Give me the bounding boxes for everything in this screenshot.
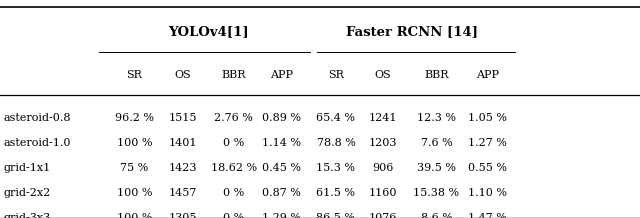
Text: 15.3 %: 15.3 % (317, 163, 355, 173)
Text: 0.87 %: 0.87 % (262, 188, 301, 198)
Text: 1076: 1076 (369, 213, 397, 218)
Text: OS: OS (374, 70, 391, 80)
Text: 1305: 1305 (168, 213, 196, 218)
Text: 1.29 %: 1.29 % (262, 213, 301, 218)
Text: BBR: BBR (424, 70, 449, 80)
Text: BBR: BBR (221, 70, 246, 80)
Text: 75 %: 75 % (120, 163, 148, 173)
Text: 1.10 %: 1.10 % (468, 188, 507, 198)
Text: 1515: 1515 (168, 113, 196, 123)
Text: 1401: 1401 (168, 138, 196, 148)
Text: 12.3 %: 12.3 % (417, 113, 456, 123)
Text: SR: SR (328, 70, 344, 80)
Text: YOLOv4[1]: YOLOv4[1] (168, 25, 248, 38)
Text: 86.5 %: 86.5 % (317, 213, 355, 218)
Text: 2.76 %: 2.76 % (214, 113, 253, 123)
Text: 1241: 1241 (369, 113, 397, 123)
Text: 0 %: 0 % (223, 138, 244, 148)
Text: 96.2 %: 96.2 % (115, 113, 154, 123)
Text: SR: SR (127, 70, 142, 80)
Text: 1423: 1423 (168, 163, 196, 173)
Text: 0 %: 0 % (223, 213, 244, 218)
Text: OS: OS (174, 70, 191, 80)
Text: grid-3x3: grid-3x3 (3, 213, 51, 218)
Text: APP: APP (270, 70, 293, 80)
Text: 15.38 %: 15.38 % (413, 188, 460, 198)
Text: grid-2x2: grid-2x2 (3, 188, 51, 198)
Text: 65.4 %: 65.4 % (317, 113, 355, 123)
Text: 1160: 1160 (369, 188, 397, 198)
Text: 1.47 %: 1.47 % (468, 213, 507, 218)
Text: 0.55 %: 0.55 % (468, 163, 507, 173)
Text: 78.8 %: 78.8 % (317, 138, 355, 148)
Text: Faster RCNN [14]: Faster RCNN [14] (346, 25, 478, 38)
Text: grid-1x1: grid-1x1 (3, 163, 51, 173)
Text: 39.5 %: 39.5 % (417, 163, 456, 173)
Text: APP: APP (476, 70, 499, 80)
Text: asteroid-1.0: asteroid-1.0 (3, 138, 70, 148)
Text: asteroid-0.8: asteroid-0.8 (3, 113, 70, 123)
Text: 18.62 %: 18.62 % (211, 163, 257, 173)
Text: 0 %: 0 % (223, 188, 244, 198)
Text: 1.27 %: 1.27 % (468, 138, 507, 148)
Text: 100 %: 100 % (116, 188, 152, 198)
Text: 1.05 %: 1.05 % (468, 113, 507, 123)
Text: 100 %: 100 % (116, 213, 152, 218)
Text: 100 %: 100 % (116, 138, 152, 148)
Text: 61.5 %: 61.5 % (317, 188, 355, 198)
Text: 7.6 %: 7.6 % (420, 138, 452, 148)
Text: 906: 906 (372, 163, 394, 173)
Text: 0.45 %: 0.45 % (262, 163, 301, 173)
Text: 8.6 %: 8.6 % (420, 213, 452, 218)
Text: 1.14 %: 1.14 % (262, 138, 301, 148)
Text: 0.89 %: 0.89 % (262, 113, 301, 123)
Text: 1457: 1457 (168, 188, 196, 198)
Text: 1203: 1203 (369, 138, 397, 148)
